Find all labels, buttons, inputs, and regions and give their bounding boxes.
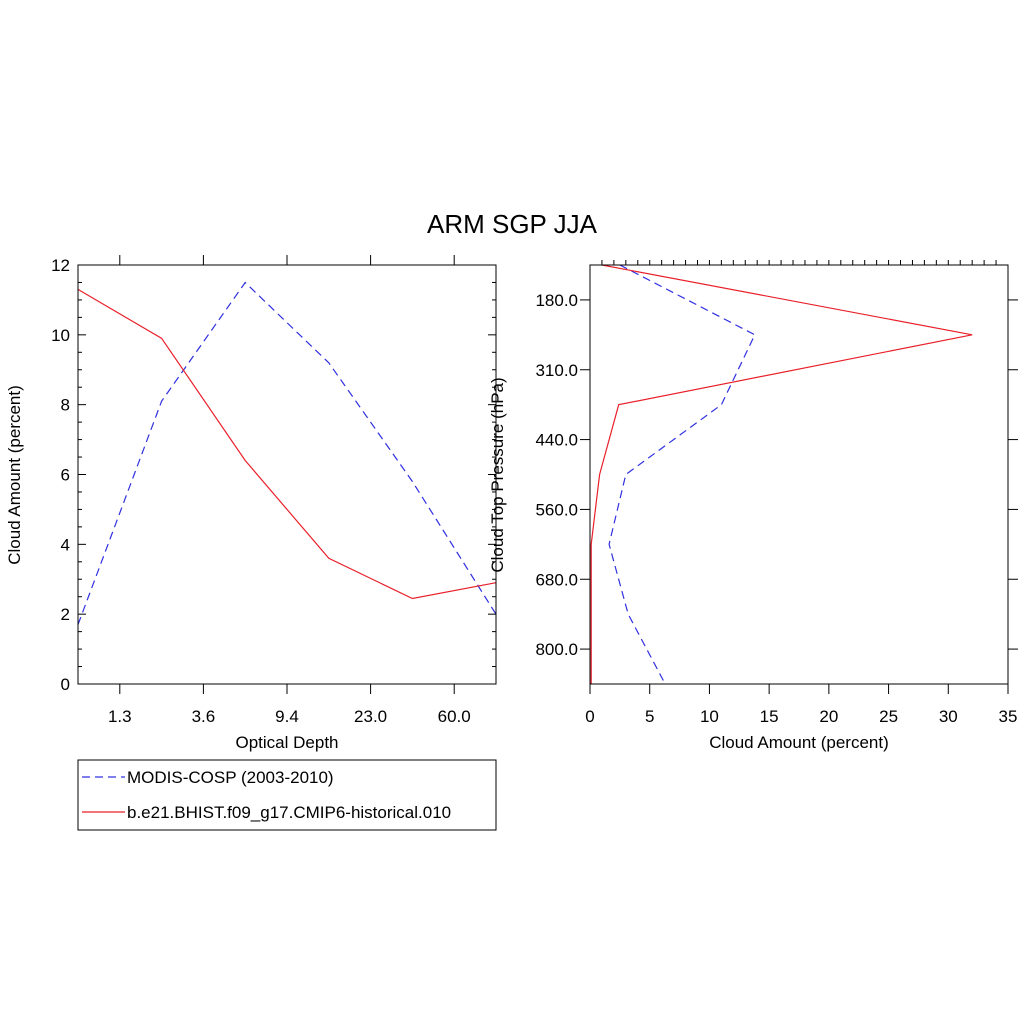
left-plot-frame <box>77 264 497 685</box>
legend-box <box>77 759 497 831</box>
left-y-axis-label: Cloud Amount (percent) <box>5 385 24 565</box>
right-y-tick-label: 560.0 <box>535 500 578 519</box>
left-axis-ticks: 0 2 4 6 8 10 12 1.3 3.6 9.4 23.0 60.0 <box>51 255 496 726</box>
right-y-tick-label: 180.0 <box>535 291 578 310</box>
left-series-model-line <box>77 288 497 600</box>
left-y-tick-label: 2 <box>61 605 70 624</box>
left-x-axis-label: Optical Depth <box>236 733 339 752</box>
right-y-tick-label: 440.0 <box>535 431 578 450</box>
right-x-tick-label: 25 <box>879 707 898 726</box>
left-y-tick-label: 4 <box>61 535 70 554</box>
left-y-tick-label: 12 <box>51 256 70 275</box>
right-x-tick-label: 10 <box>700 707 719 726</box>
right-x-tick-label: 15 <box>760 707 779 726</box>
left-y-tick-label: 0 <box>61 675 70 694</box>
right-x-tick-label: 30 <box>939 707 958 726</box>
left-x-tick-label: 60.0 <box>438 707 471 726</box>
left-x-tick-label: 1.3 <box>108 707 132 726</box>
right-axis-ticks: 0 5 10 15 20 25 30 35 180.0 310.0 440.0 560.0 680.0 8… <box>535 260 1018 726</box>
right-series-model-line <box>590 264 973 684</box>
legend-label-obs: MODIS-COSP (2003-2010) <box>127 768 334 787</box>
right-series-obs-line <box>608 264 756 685</box>
right-x-tick-label: 5 <box>645 707 654 726</box>
legend: MODIS-COSP (2003-2010) b.e21.BHIST.f09_g… <box>77 759 497 831</box>
pressure-panel: 0 5 10 15 20 25 30 35 180.0 310.0 440.0 560.0 680.0 8… <box>488 260 1018 752</box>
left-series <box>77 281 497 625</box>
right-series <box>590 264 973 685</box>
right-x-tick-label: 35 <box>999 707 1018 726</box>
right-y-tick-label: 310.0 <box>535 361 578 380</box>
right-y-tick-label: 680.0 <box>535 570 578 589</box>
left-x-tick-label: 23.0 <box>354 707 387 726</box>
left-x-tick-label: 9.4 <box>275 707 299 726</box>
left-y-tick-label: 6 <box>61 466 70 485</box>
right-y-axis-label: Cloud Top Pressure (hPa) <box>488 377 507 572</box>
left-series-obs-line <box>77 281 497 625</box>
right-plot-frame <box>589 264 1009 685</box>
chart-title: ARM SGP JJA <box>427 209 598 239</box>
left-x-tick-label: 3.6 <box>192 707 216 726</box>
right-x-axis-label: Cloud Amount (percent) <box>709 733 889 752</box>
right-y-tick-label: 800.0 <box>535 640 578 659</box>
left-y-tick-label: 8 <box>61 396 70 415</box>
right-x-tick-label: 0 <box>585 707 594 726</box>
right-x-tick-label: 20 <box>819 707 838 726</box>
left-y-tick-label: 10 <box>51 326 70 345</box>
legend-label-model: b.e21.BHIST.f09_g17.CMIP6-historical.010 <box>127 803 451 822</box>
optical-depth-panel: 0 2 4 6 8 10 12 1.3 3.6 9.4 23.0 60.0 Optical Depth… <box>5 255 497 752</box>
